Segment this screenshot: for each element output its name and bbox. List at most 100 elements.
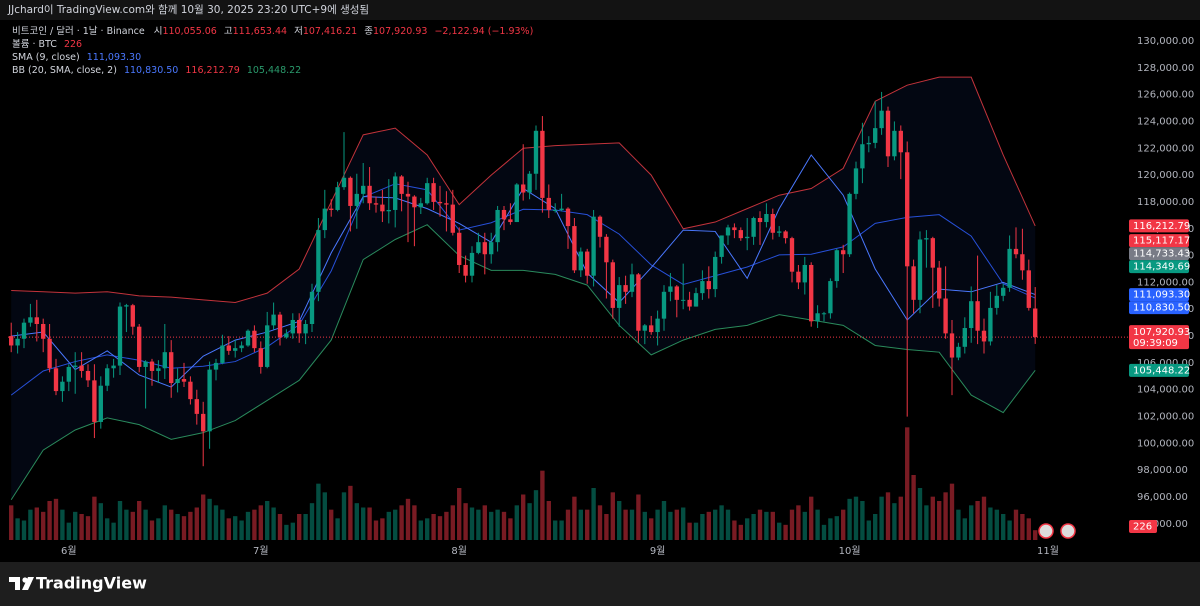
candle-body: [412, 196, 417, 208]
volume-bar: [143, 509, 148, 540]
volume-bar: [181, 516, 187, 540]
candle-body: [636, 274, 641, 331]
candle-body: [540, 130, 545, 198]
brand-logo: TradingView: [9, 574, 147, 593]
candle-body: [565, 208, 571, 227]
volume-bar: [841, 509, 846, 540]
ohlc-label: 종: [364, 26, 373, 37]
candle-body: [53, 368, 59, 392]
y-tick-label: 102,000.00: [1137, 412, 1194, 423]
candle-body: [137, 326, 142, 367]
candle-body: [258, 348, 263, 367]
candle-body: [265, 325, 270, 367]
volume-bar: [834, 516, 839, 540]
volume-bar: [591, 488, 596, 540]
volume-bar: [105, 518, 110, 540]
candle-body: [956, 346, 961, 358]
candle-body: [316, 230, 321, 292]
volume-badge-label: 226: [1133, 522, 1152, 533]
volume-bar: [604, 514, 609, 540]
indicator-line: [10, 224, 1036, 501]
volume-bar: [994, 509, 999, 540]
candle-body: [578, 251, 583, 271]
volume-bar: [540, 470, 545, 540]
volume-bar: [258, 505, 263, 540]
volume-bar: [937, 501, 942, 540]
volume-bar: [28, 509, 33, 540]
candle-body: [866, 142, 871, 145]
y-tick-label: 124,000.00: [1137, 116, 1194, 127]
candle-body: [841, 250, 846, 255]
candle-body: [1033, 308, 1038, 338]
candle-body: [937, 267, 942, 299]
candle-body: [892, 130, 897, 157]
candle-body: [751, 218, 756, 237]
y-tick-label: 130,000.00: [1137, 36, 1194, 47]
x-tick-label: 7월: [253, 545, 269, 557]
volume-bar: [629, 509, 635, 540]
volume-bar: [271, 507, 276, 540]
price-badge-label: 107,920.93: [1133, 327, 1190, 338]
volume-bar: [124, 509, 129, 540]
candle-body: [905, 152, 910, 267]
candle-body: [725, 227, 731, 236]
candle-body: [553, 209, 558, 211]
volume-bar: [821, 524, 827, 540]
candle-body: [361, 185, 366, 194]
volume-bar: [386, 511, 391, 540]
volume-bar: [265, 501, 270, 540]
y-tick-label: 96,000.00: [1137, 492, 1188, 503]
candle-body: [15, 338, 20, 346]
candle-body: [1007, 248, 1012, 288]
volume-bar: [47, 501, 52, 540]
volume-bar: [9, 505, 14, 540]
volume-bar: [597, 505, 603, 540]
change: −2,122.94 (−1.93%): [434, 26, 533, 37]
volume-bar: [738, 524, 743, 540]
x-tick-label: 9월: [650, 545, 666, 557]
y-tick-label: 106,000.00: [1137, 358, 1194, 369]
ohlc-value: 107,920.93: [373, 26, 427, 37]
volume-bar: [687, 522, 692, 540]
volume-bar: [853, 496, 859, 540]
candle-body: [604, 236, 609, 263]
volume-bar: [981, 496, 987, 540]
candle-body: [386, 209, 391, 212]
volume-bar: [399, 505, 404, 540]
volume-bar: [508, 518, 513, 540]
volume-bar: [450, 505, 455, 540]
y-tick-label: 128,000.00: [1137, 63, 1194, 74]
ohlc-label: 고: [224, 26, 233, 37]
volume-bar: [828, 518, 833, 540]
volume-bar: [309, 503, 315, 540]
candle-body: [85, 370, 91, 381]
volume-bar: [21, 520, 27, 540]
volume-bar: [412, 505, 417, 540]
candle-body: [373, 203, 379, 205]
volume-bar: [239, 520, 244, 540]
volume-bar: [457, 488, 462, 540]
volume-bar: [303, 514, 308, 540]
volume-bar: [809, 496, 814, 540]
candle-body: [21, 322, 27, 339]
candle-body: [879, 110, 884, 129]
candle-body: [943, 298, 948, 334]
x-tick-label: 6월: [61, 545, 77, 557]
volume-bar: [623, 509, 628, 540]
candle-body: [770, 213, 775, 233]
volume-label: 볼륨 · BTC: [12, 39, 57, 50]
candle-body: [194, 399, 199, 414]
price-badge: [1129, 247, 1189, 261]
volume-bar: [373, 520, 379, 540]
volume-bar: [98, 503, 103, 540]
volume-bar: [92, 496, 97, 540]
price-badge-label: 114,349.69: [1133, 262, 1190, 273]
volume-bar: [277, 514, 283, 540]
y-tick-label: 112,000.00: [1137, 277, 1194, 288]
volume-badge: [1129, 520, 1157, 533]
sma-value: 111,093.30: [87, 52, 141, 63]
candle-body: [437, 201, 443, 204]
volume-bar: [15, 518, 20, 540]
candle-body: [181, 379, 187, 382]
candle-body: [277, 314, 283, 338]
